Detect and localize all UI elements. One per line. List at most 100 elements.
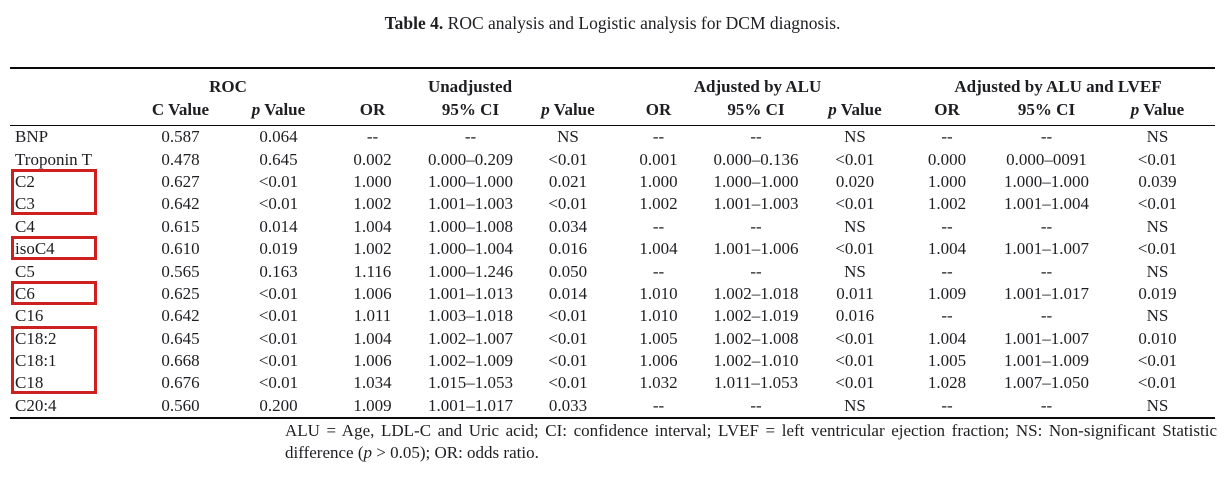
column-header: 95% CI: [441, 100, 500, 119]
column-header: p Value: [541, 100, 595, 119]
table-cell: NS: [1146, 127, 1169, 147]
table-caption: Table 4. ROC analysis and Logistic analy…: [0, 13, 1225, 34]
row-label: C3: [15, 194, 35, 214]
table-cell: 1.011–1.053: [713, 373, 799, 393]
table-cell: <0.01: [258, 283, 299, 303]
table-cell: 1.000–1.000: [713, 171, 799, 191]
row-label: C2: [15, 171, 35, 191]
table-cell: --: [652, 216, 665, 236]
table-cell: --: [464, 127, 477, 147]
table-cell: --: [750, 261, 762, 281]
row-label: BNP: [15, 127, 49, 147]
table-cell: --: [941, 395, 953, 415]
table-row: C18:2 0.645 <0.01 1.004 1.002–1.007 <0.01 1.00…: [10, 328, 1215, 350]
table-cell: 1.001–1.003: [713, 194, 799, 214]
table-cell: 1.002–1.007: [428, 328, 513, 348]
table-cell: --: [652, 395, 665, 415]
table-cell: 1.116: [353, 261, 392, 281]
table-cell: <0.01: [548, 328, 588, 348]
row-label: C20:4: [15, 395, 57, 415]
table-cell: 0.019: [1138, 283, 1177, 303]
column-header: OR: [359, 100, 386, 119]
table-cell: 1.009: [927, 283, 967, 303]
table-cell: 1.009: [353, 395, 392, 415]
row-label: C5: [15, 261, 35, 281]
table-cell: <0.01: [258, 306, 299, 326]
table-cell: --: [750, 395, 762, 415]
table-cell: 1.002–1.008: [713, 328, 799, 348]
table-cell: NS: [1146, 395, 1169, 415]
table-cell: 1.007–1.050: [1004, 373, 1089, 393]
table-cell: 0.625: [161, 283, 200, 303]
table-cell: <0.01: [1137, 149, 1178, 169]
table-cell: 0.645: [161, 328, 200, 348]
table-cell: <0.01: [835, 194, 875, 214]
table-cell: 0.014: [548, 283, 588, 303]
table-cell: 0.011: [836, 283, 874, 303]
column-header: 95% CI: [727, 100, 785, 119]
column-header: p Value: [828, 100, 882, 119]
table-cell: 1.011: [353, 306, 392, 326]
table-cell: NS: [1146, 261, 1169, 281]
table-row: C3 0.642 <0.01 1.002 1.001–1.003 <0.01 1.002 1.…: [10, 193, 1215, 215]
table-cell: 0.668: [161, 351, 200, 371]
table-cell: <0.01: [258, 171, 299, 191]
table-cell: NS: [844, 127, 866, 147]
table-cell: 0.645: [259, 149, 298, 169]
table-cell: 1.001–1.017: [428, 395, 513, 415]
table-cell: 0.034: [548, 216, 588, 236]
table-cell: 0.020: [835, 171, 875, 191]
table-cell: 1.002: [927, 194, 967, 214]
table-row: Troponin T 0.478 0.645 0.002 0.000–0.209 <0.0…: [10, 148, 1215, 170]
table-cell: 1.000–1.008: [428, 216, 513, 236]
table-cell: 1.006: [353, 283, 392, 303]
table-cell: <0.01: [835, 239, 875, 259]
table-cell: 0.642: [161, 194, 200, 214]
table-cell: --: [652, 127, 665, 147]
table-cell: --: [941, 127, 953, 147]
results-table: ROC Unadjusted Adjusted by ALU Adjusted by …: [10, 67, 1215, 420]
table-header: ROC Unadjusted Adjusted by ALU Adjusted by …: [10, 68, 1215, 126]
table-cell: 1.004: [353, 328, 392, 348]
table-cell: --: [1040, 127, 1053, 147]
table-cell: 1.002: [639, 194, 678, 214]
corner-cell: [10, 68, 130, 126]
column-header: C Value: [151, 100, 210, 119]
table-cell: 1.000: [353, 171, 392, 191]
table-cell: NS: [1146, 216, 1169, 236]
group-header: Unadjusted: [427, 77, 513, 96]
table-cell: 1.010: [639, 283, 678, 303]
table-cell: <0.01: [258, 194, 299, 214]
table-cell: 1.001–1.004: [1004, 194, 1089, 214]
column-header: OR: [934, 100, 960, 119]
table-cell: 1.015–1.053: [428, 373, 513, 393]
table-cell: --: [366, 127, 379, 147]
table-cell: <0.01: [835, 351, 875, 371]
row-label: Troponin T: [15, 149, 92, 169]
table-cell: <0.01: [1137, 373, 1178, 393]
table-row: C4 0.615 0.014 1.004 1.000–1.008 0.034 -- -- NS -…: [10, 216, 1215, 238]
table-cell: 1.004: [927, 239, 967, 259]
row-label: C18:1: [15, 351, 57, 371]
table-cell: 1.000–1.246: [428, 261, 513, 281]
table-cell: NS: [844, 216, 866, 236]
table-cell: NS: [557, 127, 579, 147]
table-cell: 1.004: [639, 239, 678, 259]
table-cell: 0.039: [1138, 171, 1177, 191]
table-cell: 0.016: [548, 239, 588, 259]
table-cell: <0.01: [548, 306, 588, 326]
table-cell: 1.001–1.009: [1004, 351, 1089, 371]
table-cell: 0.565: [161, 261, 200, 281]
table-cell: 1.001–1.007: [1004, 239, 1089, 259]
table-cell: 1.002–1.009: [428, 351, 513, 371]
table-cell: 0.019: [259, 239, 298, 259]
table-cell: 1.002: [353, 239, 392, 259]
table-cell: 0.033: [548, 395, 588, 415]
table-cell: <0.01: [548, 194, 588, 214]
table-cell: <0.01: [548, 149, 588, 169]
table-row: C5 0.565 0.163 1.116 1.000–1.246 0.050 -- -- NS -…: [10, 260, 1215, 282]
table-cell: 0.000: [927, 149, 967, 169]
row-label: C4: [15, 216, 35, 236]
table-cell: 0.676: [161, 373, 200, 393]
table-cell: <0.01: [258, 373, 299, 393]
